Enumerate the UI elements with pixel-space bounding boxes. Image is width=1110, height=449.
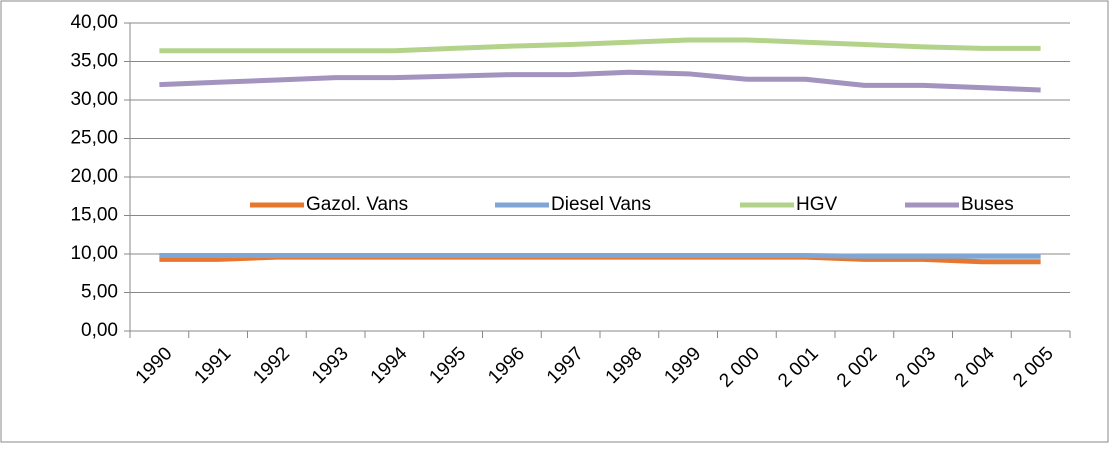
y-tick-label: 0,00: [81, 320, 118, 341]
series-line: [159, 69, 1041, 93]
legend-label: Gazol. Vans: [306, 194, 408, 215]
legend-label: HGV: [796, 194, 838, 215]
series-line: [159, 37, 1041, 54]
legend-label: Diesel Vans: [551, 194, 651, 215]
y-tick-label: 10,00: [70, 243, 118, 264]
y-tick-label: 35,00: [70, 51, 118, 72]
legend-label: Buses: [961, 194, 1014, 215]
y-tick-label: 40,00: [70, 12, 118, 33]
series-line: [159, 253, 1041, 259]
y-tick-label: 20,00: [70, 166, 118, 187]
y-tick-label: 25,00: [70, 128, 118, 149]
y-tick-label: 15,00: [70, 205, 118, 226]
y-tick-label: 5,00: [81, 282, 118, 303]
y-tick-label: 30,00: [70, 89, 118, 110]
